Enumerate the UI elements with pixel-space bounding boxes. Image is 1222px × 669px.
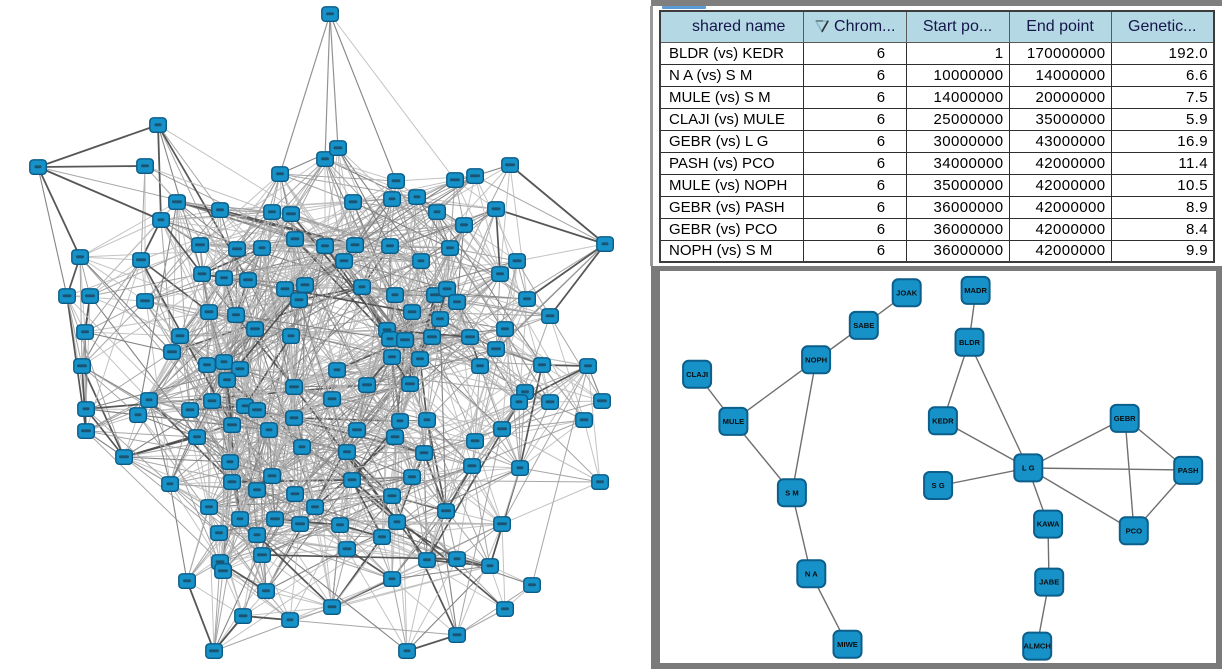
svg-text:N A: N A bbox=[805, 569, 818, 578]
svg-text:L G: L G bbox=[1022, 464, 1035, 473]
svg-text:GEBR: GEBR bbox=[1114, 414, 1136, 423]
svg-text:NOPH: NOPH bbox=[805, 355, 827, 364]
svg-text:MADR: MADR bbox=[964, 286, 987, 295]
svg-text:PASH: PASH bbox=[1178, 466, 1199, 475]
svg-text:JOAK: JOAK bbox=[896, 288, 918, 297]
svg-text:S M: S M bbox=[785, 488, 799, 497]
svg-text:CLAJI: CLAJI bbox=[686, 370, 708, 379]
svg-text:MIWE: MIWE bbox=[837, 640, 858, 649]
svg-text:S G: S G bbox=[932, 481, 945, 490]
svg-text:BLDR: BLDR bbox=[959, 338, 981, 347]
svg-text:KAWA: KAWA bbox=[1037, 520, 1060, 529]
svg-text:PCO: PCO bbox=[1126, 526, 1143, 535]
svg-text:SABE: SABE bbox=[853, 321, 874, 330]
svg-text:KEDR: KEDR bbox=[932, 416, 954, 425]
svg-text:ALMCH: ALMCH bbox=[1023, 642, 1050, 651]
svg-text:JABE: JABE bbox=[1039, 578, 1059, 587]
svg-text:MULE: MULE bbox=[723, 417, 745, 426]
